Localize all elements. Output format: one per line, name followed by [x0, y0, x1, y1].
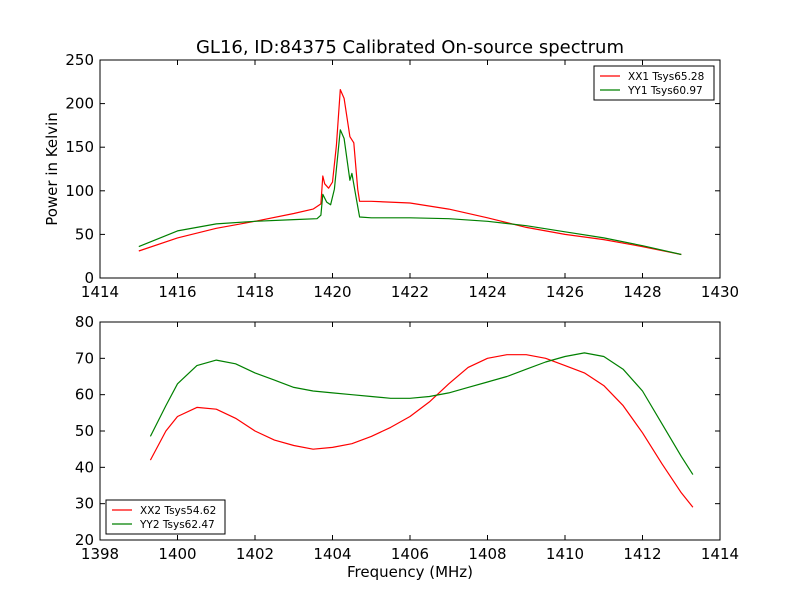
x-tick-label: 1412 [623, 545, 661, 563]
x-tick-label: 1424 [468, 283, 506, 301]
legend-box [105, 499, 226, 535]
legend: XX1 Tsys65.28 YY1 Tsys60.97 [593, 65, 715, 101]
series-line-2-1 [149, 354, 694, 508]
x-tick-label: 1402 [236, 545, 274, 563]
y-tick-label: 250 [65, 51, 94, 69]
x-tick-label: 1426 [546, 283, 584, 301]
legend-entry: YY1 Tsys60.97 [627, 85, 703, 97]
x-tick-label: 1418 [236, 283, 274, 301]
y-tick-label: 70 [75, 349, 94, 367]
x-tick-label: 1430 [701, 283, 739, 301]
bottom-panel: 1398 1400 1402 1404 1406 1408 1410 1412 1414 20 30… [75, 313, 739, 563]
y-tick-label: 30 [75, 495, 94, 513]
x-tick-label: 1410 [546, 545, 584, 563]
x-tick-label: 1404 [313, 545, 351, 563]
y-tick-label: 150 [65, 138, 94, 156]
legend-entry: XX2 Tsys54.62 [140, 505, 216, 517]
y-tick-label: 50 [75, 422, 94, 440]
series-line-1-2 [138, 129, 682, 256]
x-tick-label: 1398 [81, 545, 119, 563]
y-tick-label: 50 [75, 225, 94, 243]
x-tick-label: 1422 [391, 283, 429, 301]
x-tick-label: 1400 [158, 545, 196, 563]
legend-box [593, 65, 715, 101]
y-tick-label: 60 [75, 386, 94, 404]
legend-entry: YY2 Tsys62.47 [139, 519, 215, 531]
x-tick-label: 1420 [313, 283, 351, 301]
y-tick-label: 200 [65, 95, 94, 113]
x-tick-label: 1406 [391, 545, 429, 563]
y-tick-label: 20 [75, 531, 94, 549]
legend: XX2 Tsys54.62 YY2 Tsys62.47 [105, 499, 226, 535]
x-tick-label: 1408 [468, 545, 506, 563]
x-tick-label: 1414 [81, 283, 119, 301]
y-tick-label: 40 [75, 458, 94, 476]
x-axis-label: Frequency (MHz) [347, 563, 473, 581]
x-tick-label: 1416 [158, 283, 196, 301]
top-panel: 1414 1416 1418 1420 1422 1424 1426 1428 1430 0 50 1… [65, 51, 739, 301]
y-tick-label: 0 [84, 269, 94, 287]
chart-title: GL16, ID:84375 Calibrated On-source spec… [196, 37, 624, 58]
y-tick-label: 100 [65, 182, 94, 200]
y-axis-label: Power in Kelvin [43, 112, 61, 226]
x-tick-label: 1414 [701, 545, 739, 563]
series-line-1-1 [138, 88, 682, 256]
series-line-2-2 [149, 352, 694, 475]
x-tick-label: 1428 [623, 283, 661, 301]
legend-entry: XX1 Tsys65.28 [628, 71, 704, 83]
y-tick-label: 80 [75, 313, 94, 331]
